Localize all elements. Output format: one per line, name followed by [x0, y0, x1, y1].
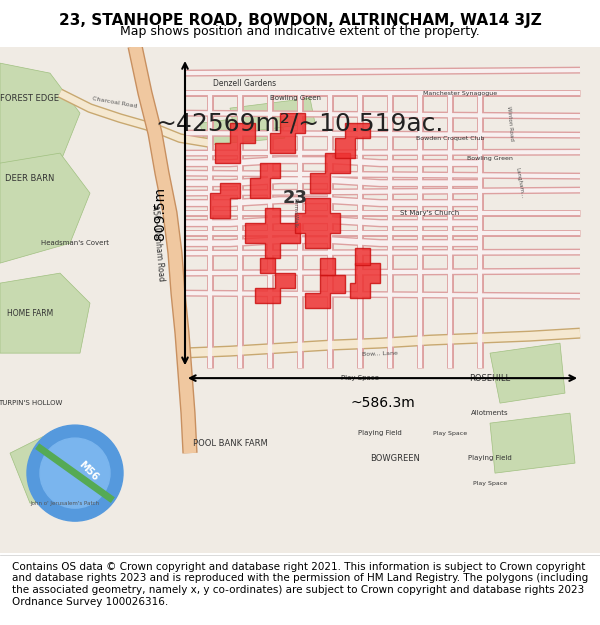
Polygon shape — [200, 113, 285, 145]
Text: M56: M56 — [76, 460, 100, 483]
Text: Bowling Green: Bowling Green — [269, 95, 320, 101]
Text: Map shows position and indicative extent of the property.: Map shows position and indicative extent… — [120, 26, 480, 39]
Polygon shape — [305, 275, 345, 308]
Polygon shape — [350, 263, 380, 298]
Text: Langham...: Langham... — [515, 168, 525, 199]
Circle shape — [27, 425, 123, 521]
Text: Play Space: Play Space — [341, 375, 379, 381]
Polygon shape — [210, 183, 240, 218]
Text: Allotments: Allotments — [471, 410, 509, 416]
Text: John o' Jerusalem's Patch: John o' Jerusalem's Patch — [31, 501, 100, 506]
Polygon shape — [0, 273, 90, 353]
Text: Headsman's Covert: Headsman's Covert — [41, 240, 109, 246]
Text: ~586.3m: ~586.3m — [350, 396, 415, 410]
Polygon shape — [320, 258, 335, 275]
Text: Playing Field: Playing Field — [358, 430, 402, 436]
Polygon shape — [490, 413, 575, 473]
Text: 809.5m: 809.5m — [153, 187, 167, 240]
Text: St Mary's Church: St Mary's Church — [400, 210, 460, 216]
Polygon shape — [0, 153, 90, 263]
Text: TURPIN'S HOLLOW: TURPIN'S HOLLOW — [0, 400, 62, 406]
Text: HOME FARM: HOME FARM — [7, 309, 53, 318]
Polygon shape — [335, 123, 370, 158]
Text: Play Space: Play Space — [433, 431, 467, 436]
Text: ~42569m²/~10.519ac.: ~42569m²/~10.519ac. — [156, 111, 444, 135]
Text: BOWGREEN: BOWGREEN — [370, 454, 420, 462]
Text: Contains OS data © Crown copyright and database right 2021. This information is : Contains OS data © Crown copyright and d… — [12, 562, 588, 606]
Polygon shape — [310, 153, 350, 193]
Polygon shape — [255, 273, 295, 303]
Polygon shape — [250, 163, 280, 198]
Polygon shape — [245, 208, 300, 258]
Polygon shape — [260, 258, 275, 273]
Polygon shape — [355, 248, 370, 265]
Polygon shape — [490, 343, 565, 403]
Text: ROSEHILL: ROSEHILL — [469, 374, 511, 382]
Polygon shape — [295, 198, 340, 248]
Polygon shape — [270, 113, 305, 153]
Circle shape — [40, 438, 110, 508]
Text: 23: 23 — [283, 189, 308, 207]
Polygon shape — [10, 433, 100, 503]
Polygon shape — [0, 63, 80, 183]
Text: Playing Field: Playing Field — [468, 455, 512, 461]
Text: Bowden Croquet Club: Bowden Croquet Club — [416, 136, 484, 141]
Text: 23, STANHOPE ROAD, BOWDON, ALTRINCHAM, WA14 3JZ: 23, STANHOPE ROAD, BOWDON, ALTRINCHAM, W… — [59, 13, 541, 28]
Text: Play Space: Play Space — [473, 481, 507, 486]
Polygon shape — [215, 123, 255, 163]
Text: DEER BARN: DEER BARN — [5, 174, 55, 182]
Text: Denzell Gardens: Denzell Gardens — [214, 79, 277, 88]
Text: PermsWalk: PermsWalk — [293, 198, 298, 228]
Text: Bow... Lane: Bow... Lane — [362, 351, 398, 357]
Polygon shape — [230, 98, 315, 133]
Text: Charcoal Road: Charcoal Road — [92, 96, 138, 109]
Text: POOL BANK FARM: POOL BANK FARM — [193, 439, 268, 448]
Text: Winton Road: Winton Road — [506, 106, 514, 141]
Text: FOREST EDGE: FOREST EDGE — [1, 94, 59, 102]
Text: Bowling Green: Bowling Green — [467, 156, 513, 161]
Text: A56 - Dunham Road: A56 - Dunham Road — [150, 204, 166, 282]
Text: Manchester Synagogue: Manchester Synagogue — [423, 91, 497, 96]
